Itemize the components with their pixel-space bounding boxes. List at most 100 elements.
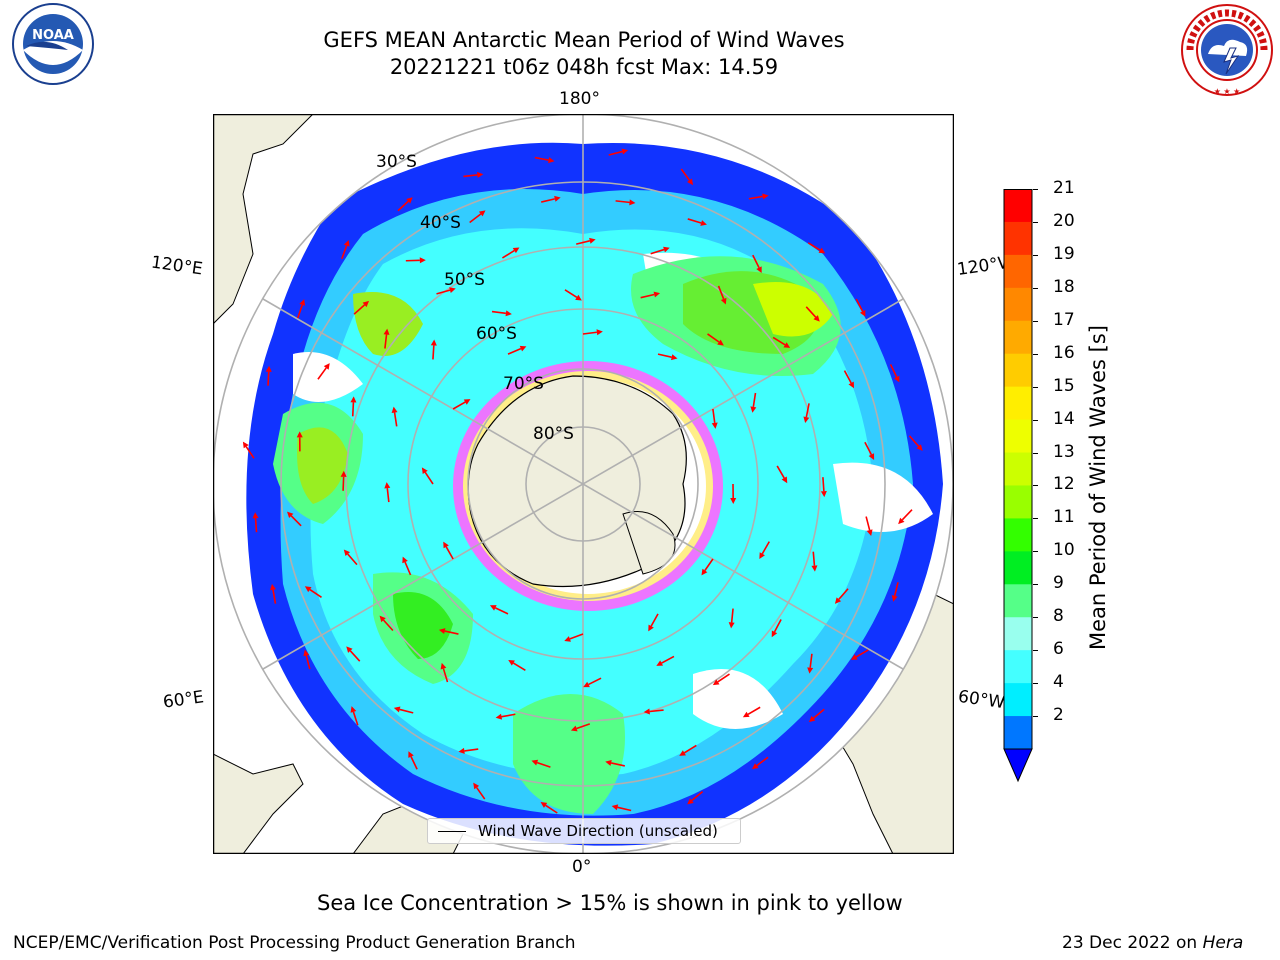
- wind-arrow-shaft: [399, 708, 414, 714]
- wind-arrow-shaft: [610, 762, 625, 767]
- wind-arrow-head: [759, 552, 765, 559]
- lat-label-80: 80°S: [533, 424, 574, 444]
- wind-arrow-head: [820, 490, 827, 498]
- colorbar-tick-mark: [1033, 485, 1038, 487]
- wind-arrow-shaft: [410, 756, 418, 770]
- map-legend: Wind Wave Direction (unscaled): [427, 818, 741, 844]
- wind-arrow-shaft: [576, 723, 591, 730]
- footer-date: 23 Dec 2022 on Hera: [1062, 933, 1243, 953]
- wind-arrow-head: [406, 197, 413, 204]
- wind-arrow-shaft: [309, 588, 322, 599]
- colorbar-tick-label: 11: [1053, 507, 1075, 528]
- wind-arrow-head: [242, 441, 249, 449]
- wind-arrow-head: [540, 802, 548, 808]
- wind-arrow-shaft: [352, 711, 359, 726]
- wind-arrow-head: [391, 406, 398, 413]
- wind-arrow-head: [350, 706, 357, 713]
- wind-arrow-head: [807, 667, 814, 674]
- wind-arrow-head: [362, 300, 370, 308]
- wind-arrow-head: [916, 444, 923, 451]
- wind-arrow-shaft: [442, 668, 449, 683]
- wind-arrow-shaft: [822, 477, 825, 492]
- colorbar: [1003, 189, 1033, 783]
- wind-arrow-head: [850, 654, 858, 660]
- wind-arrow-shaft: [347, 553, 358, 566]
- colorbar-under-extension: [1003, 748, 1033, 783]
- wind-arrow-shaft: [507, 347, 522, 355]
- wind-arrow-head: [656, 660, 664, 666]
- noaa-logo: NOAA: [2, 2, 104, 86]
- wind-arrow-head: [384, 482, 391, 489]
- lat-label-60: 60°S: [476, 324, 517, 344]
- colorbar-segment: [1004, 617, 1032, 651]
- colorbar-tick-mark: [1033, 320, 1038, 322]
- wind-arrow-shaft: [687, 218, 702, 224]
- wind-arrow-shaft: [464, 748, 479, 752]
- wind-arrow-head: [848, 381, 854, 389]
- wind-arrow-head: [252, 512, 259, 519]
- wind-arrow-shaft: [640, 293, 655, 299]
- wind-arrow-head: [687, 798, 694, 805]
- wind-arrow-head: [818, 247, 826, 254]
- wind-arrow-shaft: [384, 334, 388, 349]
- wind-arrows: [242, 148, 923, 814]
- wind-arrow-head: [813, 315, 820, 322]
- wind-arrow-shaft: [752, 254, 760, 269]
- colorbar-frame: [1003, 189, 1033, 749]
- nws-logo: ★ ★ ★: [1176, 2, 1278, 98]
- colorbar-tick-label: 12: [1053, 474, 1075, 495]
- wind-arrow-shaft: [717, 285, 725, 300]
- wind-arrow-head: [589, 237, 596, 244]
- wind-arrow-shaft: [444, 630, 459, 635]
- wind-arrow-head: [287, 511, 294, 518]
- colorbar-segment: [1004, 551, 1032, 585]
- wind-arrow-head: [531, 759, 539, 766]
- svg-text:★ ★ ★: ★ ★ ★: [1214, 87, 1241, 96]
- wind-arrow-shaft: [491, 310, 507, 315]
- wind-arrow-head: [756, 266, 762, 274]
- wind-arrow-shaft: [341, 245, 348, 260]
- wind-arrow-shaft: [501, 713, 516, 718]
- lat-label-50: 50°S: [444, 270, 485, 290]
- wind-arrow-shaft: [756, 756, 769, 767]
- wind-arrow-head: [894, 375, 900, 383]
- wind-arrow-head: [419, 257, 426, 264]
- wind-arrow-head: [781, 476, 788, 484]
- wind-arrow-head: [711, 422, 718, 429]
- sea-ice-note: Sea Ice Concentration > 15% is shown in …: [317, 891, 903, 915]
- wind-arrow-head: [663, 246, 670, 253]
- colorbar-segment: [1004, 518, 1032, 552]
- colorbar-tick-mark: [1033, 452, 1038, 454]
- wind-arrow-shaft: [436, 289, 451, 295]
- lon-label-top: 180°: [559, 89, 600, 109]
- colorbar-tick-mark: [1033, 353, 1038, 355]
- colorbar-segment: [1004, 221, 1032, 256]
- wind-arrow-shaft: [317, 367, 327, 380]
- wind-arrow-shaft: [501, 249, 515, 259]
- wind-arrow-head: [489, 605, 497, 611]
- colorbar-segment: [1004, 254, 1032, 289]
- wind-arrow-head: [570, 725, 578, 732]
- wind-arrow-shaft: [576, 240, 590, 245]
- wind-arrow-head: [340, 470, 347, 477]
- wind-arrow-shaft: [657, 353, 672, 358]
- wind-arrow-shaft: [463, 174, 478, 178]
- wind-arrow-shaft: [476, 787, 486, 800]
- wind-arrow-head: [701, 568, 708, 576]
- wind-arrow-shaft: [452, 401, 466, 410]
- wind-arrow-shaft: [582, 331, 597, 335]
- colorbar-segment: [1004, 650, 1032, 684]
- wind-arrow-head: [519, 345, 527, 352]
- wind-arrow-head: [548, 157, 555, 164]
- wind-arrow-shaft: [349, 650, 361, 662]
- colorbar-tick-label: 10: [1053, 540, 1075, 561]
- wind-arrow-head: [621, 148, 629, 155]
- wind-arrow-head: [866, 529, 873, 536]
- colorbar-tick-label: 19: [1053, 243, 1075, 264]
- wind-arrow-shaft: [747, 706, 761, 715]
- wind-arrow-shaft: [608, 150, 623, 156]
- colorbar-segment: [1004, 485, 1032, 519]
- lat-label-70: 70°S: [503, 374, 544, 394]
- wind-arrow-head: [508, 659, 515, 666]
- wind-arrow-head: [379, 615, 386, 623]
